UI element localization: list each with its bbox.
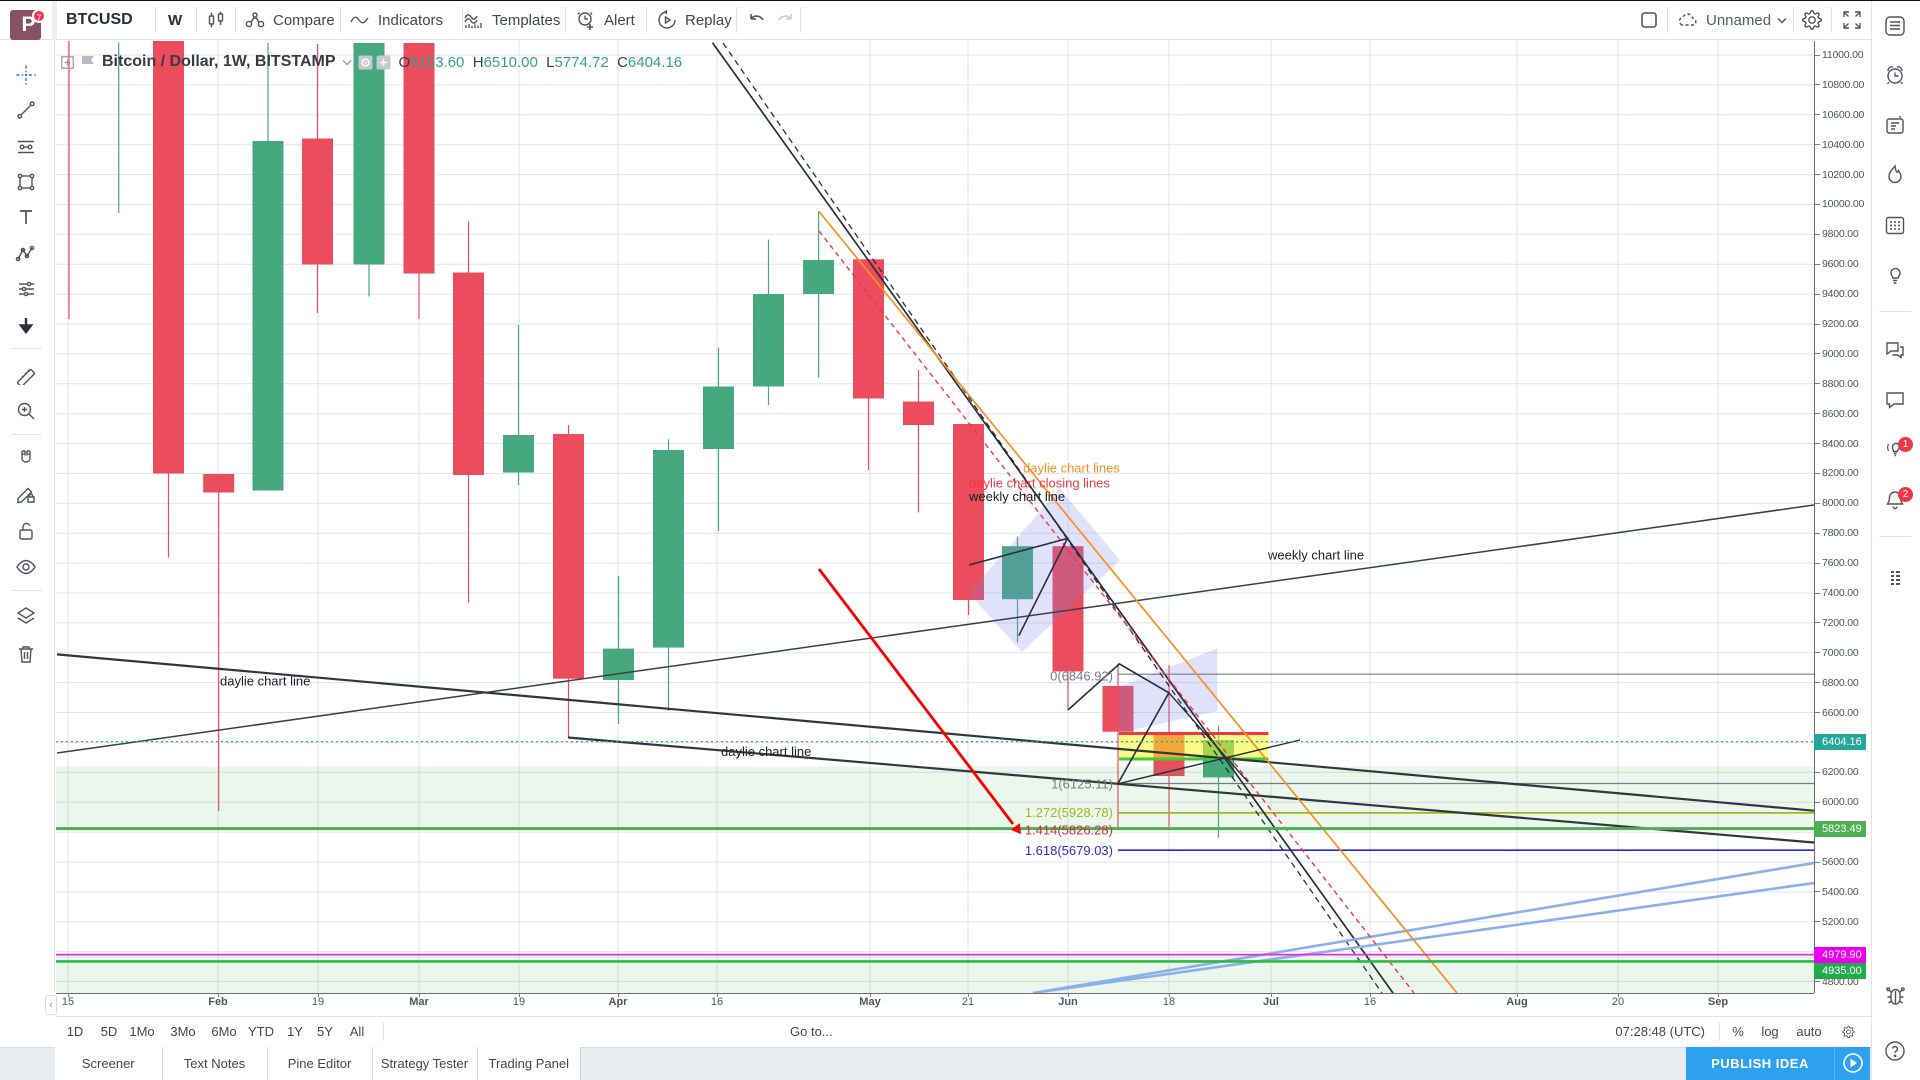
svg-text:weekly chart line: weekly chart line [968, 489, 1065, 504]
svg-text:daylie chart lines: daylie chart lines [1023, 461, 1120, 476]
svg-text:0(6846.92): 0(6846.92) [1050, 669, 1113, 684]
svg-text:1(6125.11): 1(6125.11) [1051, 777, 1113, 792]
svg-text:daylie chart line: daylie chart line [220, 674, 310, 689]
svg-text:1.272(5928.78): 1.272(5928.78) [1025, 805, 1113, 820]
svg-text:daylie chart line: daylie chart line [721, 744, 811, 759]
svg-text:1.414(5826.28): 1.414(5826.28) [1025, 822, 1113, 837]
svg-text:weekly chart line: weekly chart line [1267, 548, 1364, 563]
svg-text:1.618(5679.03): 1.618(5679.03) [1025, 843, 1113, 858]
svg-text:daylie chart closing lines: daylie chart closing lines [969, 476, 1110, 491]
